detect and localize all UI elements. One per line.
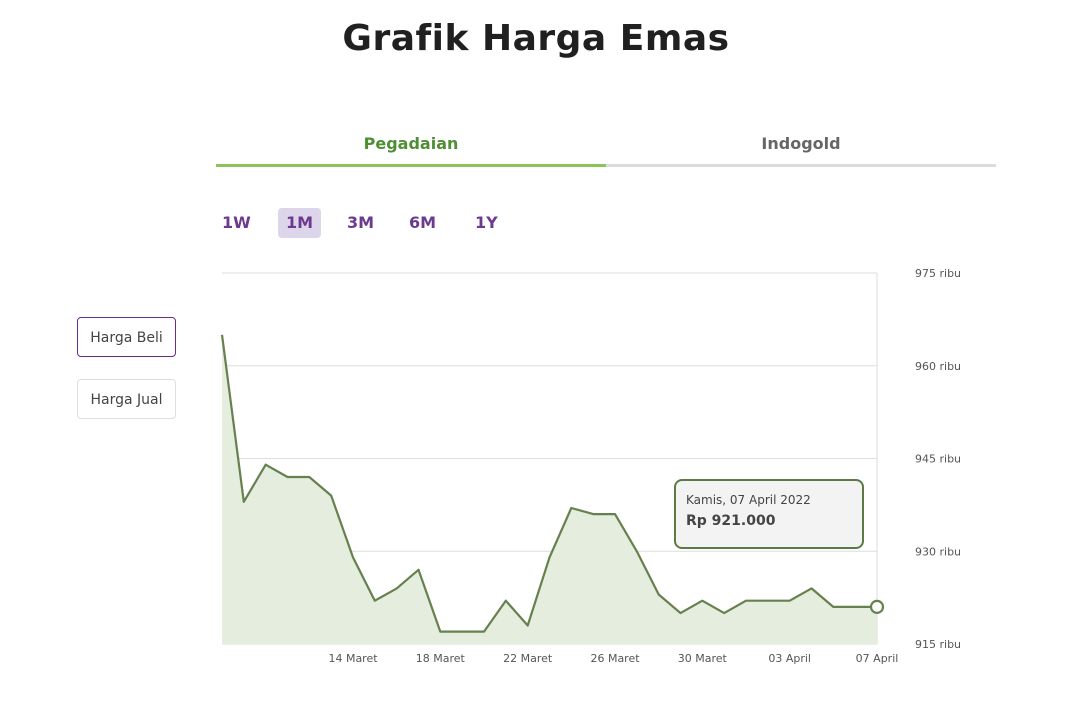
tab-pegadaian[interactable]: Pegadaian	[216, 124, 606, 167]
y-tick-label: 960 ribu	[915, 360, 961, 373]
tooltip-date: Kamis, 07 April 2022	[686, 493, 811, 507]
range-1y-button[interactable]: 1Y	[475, 213, 498, 232]
source-tabs: Pegadaian Indogold	[216, 124, 996, 167]
harga-jual-button[interactable]: Harga Jual	[77, 379, 176, 419]
range-1m-button[interactable]: 1M	[278, 208, 322, 238]
price-area	[222, 334, 877, 644]
x-tick-label: 14 Maret	[328, 652, 378, 665]
x-tick-label: 18 Maret	[416, 652, 466, 665]
y-tick-label: 945 ribu	[915, 453, 961, 466]
harga-beli-button[interactable]: Harga Beli	[77, 317, 176, 357]
y-tick-label: 915 ribu	[915, 638, 961, 651]
page-title: Grafik Harga Emas	[342, 18, 730, 59]
x-tick-label: 26 Maret	[590, 652, 640, 665]
price-line	[220, 334, 877, 633]
range-3m-button[interactable]: 3M	[347, 213, 375, 232]
x-tick-label: 03 April	[768, 652, 811, 665]
tab-indogold[interactable]: Indogold	[606, 124, 996, 167]
axis-ticks: 975 ribu 960 ribu 945 ribu 930 ribu 915 ribu…	[328, 267, 961, 665]
range-1w-button[interactable]: 1W	[222, 213, 251, 232]
y-tick-label: 975 ribu	[915, 267, 961, 280]
x-tick-label: 22 Maret	[503, 652, 553, 665]
x-tick-label: 30 Maret	[678, 652, 728, 665]
y-tick-label: 930 ribu	[915, 545, 961, 558]
last-point-marker	[869, 599, 885, 615]
x-tick-label: 07 April	[856, 652, 899, 665]
chart-tooltip: Kamis, 07 April 2022 Rp 921.000	[674, 479, 864, 549]
range-6m-button[interactable]: 6M	[409, 213, 437, 232]
tooltip-value: Rp 921.000	[686, 513, 776, 529]
